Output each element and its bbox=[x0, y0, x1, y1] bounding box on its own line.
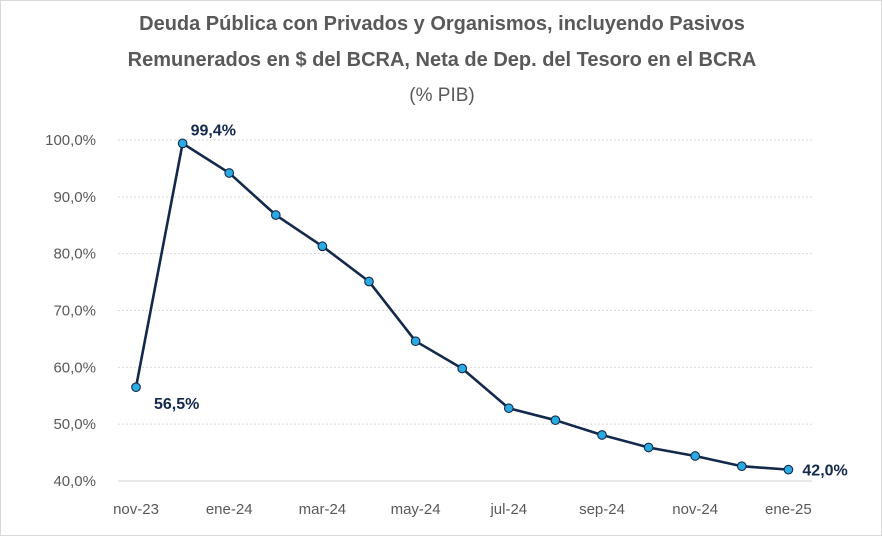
data-label: 56,5% bbox=[154, 396, 199, 413]
chart-subtitle: (% PIB) bbox=[409, 85, 475, 106]
y-tick-label: 50,0% bbox=[53, 416, 96, 433]
data-point bbox=[643, 442, 654, 453]
data-point bbox=[457, 363, 468, 374]
x-tick-label: may-24 bbox=[391, 501, 441, 518]
y-axis-labels: 40,0% 50,0% 60,0% 70,0% 80,0% 90,0% 100,0% bbox=[45, 132, 96, 490]
x-axis-labels: nov-23 ene-24 mar-24 may-24 jul-24 sep-24 nov-… bbox=[113, 501, 812, 518]
y-tick-label: 100,0% bbox=[45, 132, 96, 149]
data-point bbox=[410, 336, 421, 347]
data-point bbox=[736, 461, 747, 472]
data-point bbox=[550, 415, 561, 426]
x-tick-label: nov-23 bbox=[113, 501, 159, 518]
x-tick-label: mar-24 bbox=[299, 501, 347, 518]
y-tick-label: 60,0% bbox=[53, 359, 96, 376]
x-tick-label: ene-24 bbox=[206, 501, 253, 518]
x-tick-label: ene-25 bbox=[765, 501, 812, 518]
y-tick-label: 90,0% bbox=[53, 189, 96, 206]
gridlines bbox=[118, 139, 812, 482]
series-group bbox=[131, 138, 794, 475]
x-tick-label: nov-24 bbox=[672, 501, 718, 518]
data-point bbox=[783, 464, 794, 475]
data-point bbox=[690, 451, 701, 461]
data-point bbox=[364, 276, 374, 287]
x-tick-label: sep-24 bbox=[579, 501, 625, 518]
data-point bbox=[503, 403, 514, 414]
data-point bbox=[224, 168, 235, 178]
data-point bbox=[270, 210, 281, 220]
y-tick-label: 80,0% bbox=[53, 246, 96, 263]
x-tick-label: jul-24 bbox=[489, 501, 527, 518]
data-label: 42,0% bbox=[802, 463, 847, 480]
chart-title-line-2: Remunerados en $ del BCRA, Neta de Dep. … bbox=[127, 49, 757, 71]
y-tick-label: 40,0% bbox=[53, 473, 96, 490]
data-labels: 56,5% 99,4% 42,0% bbox=[154, 122, 848, 479]
data-point bbox=[131, 382, 141, 393]
data-point bbox=[317, 241, 328, 252]
series-line bbox=[134, 142, 789, 471]
data-label: 99,4% bbox=[191, 122, 236, 139]
data-point bbox=[597, 430, 607, 440]
data-point bbox=[177, 138, 188, 149]
chart-title-line-1: Deuda Pública con Privados y Organismos,… bbox=[139, 13, 745, 35]
y-tick-label: 70,0% bbox=[53, 303, 96, 320]
